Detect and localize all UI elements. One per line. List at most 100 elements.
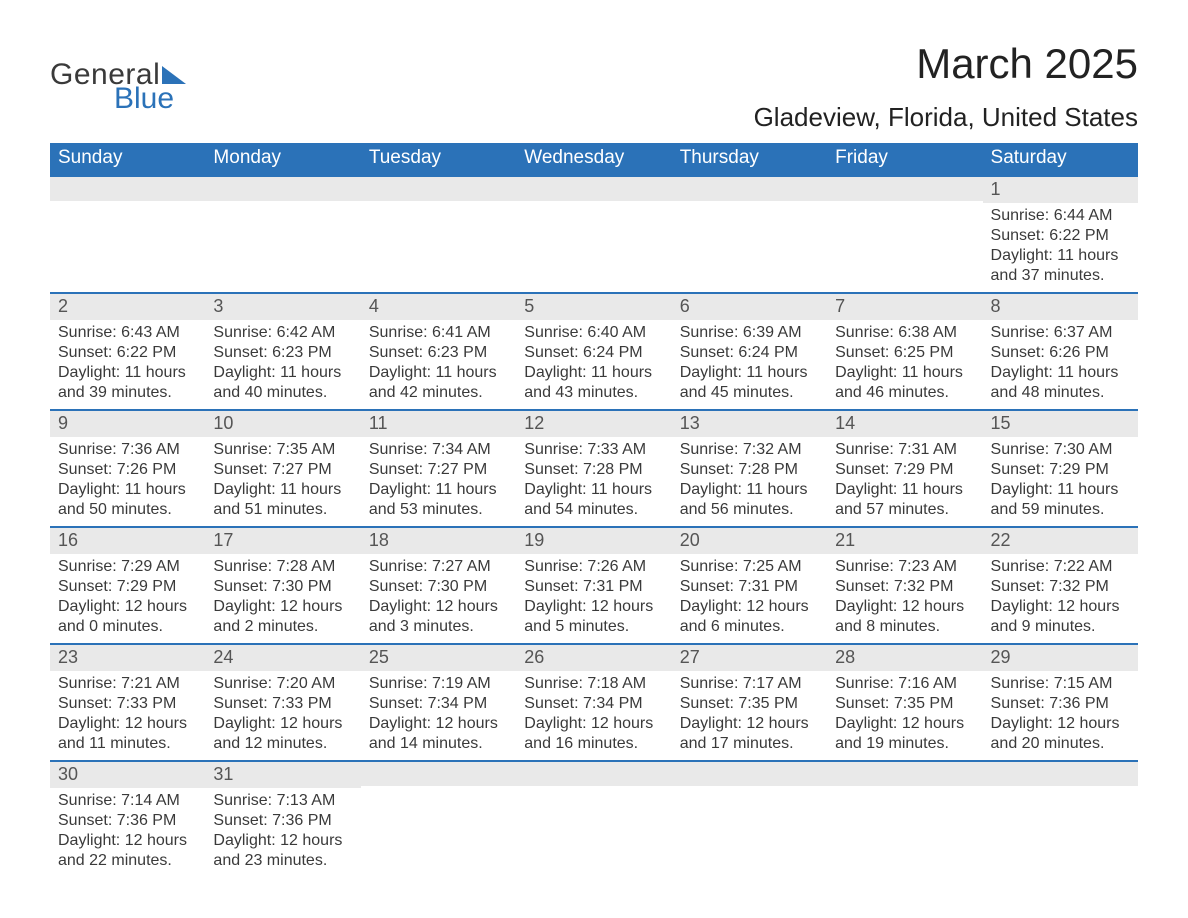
- day-number: 2: [50, 294, 205, 320]
- day-number: [50, 177, 205, 201]
- sunrise-line: Sunrise: 7:19 AM: [369, 674, 508, 694]
- day-body: [205, 201, 360, 261]
- sunset-line-value: 7:29 PM: [894, 461, 954, 478]
- day-body: [50, 201, 205, 261]
- sunrise-line: Sunrise: 6:40 AM: [524, 323, 663, 343]
- sunset-line-value: 7:30 PM: [428, 578, 488, 595]
- sunrise-line-label: Sunrise:: [524, 324, 583, 341]
- brand-word-2: Blue: [114, 84, 186, 114]
- day-body: Sunrise: 6:38 AMSunset: 6:25 PMDaylight:…: [827, 320, 982, 409]
- sunset-line: Sunset: 7:31 PM: [680, 577, 819, 597]
- sunrise-line-label: Sunrise:: [369, 558, 428, 575]
- sunset-line-label: Sunset:: [524, 461, 578, 478]
- sunset-line: Sunset: 7:36 PM: [213, 811, 352, 831]
- calendar-empty-cell: [983, 761, 1138, 877]
- sunrise-line: Sunrise: 7:13 AM: [213, 791, 352, 811]
- day-number: 21: [827, 528, 982, 554]
- day-number: 5: [516, 294, 671, 320]
- weekday-header-row: SundayMondayTuesdayWednesdayThursdayFrid…: [50, 143, 1138, 176]
- sunrise-line-value: 7:35 AM: [277, 441, 336, 458]
- day-body: [516, 201, 671, 261]
- calendar-body: 1Sunrise: 6:44 AMSunset: 6:22 PMDaylight…: [50, 176, 1138, 877]
- day-body: [361, 786, 516, 846]
- day-body: Sunrise: 6:40 AMSunset: 6:24 PMDaylight:…: [516, 320, 671, 409]
- sunrise-line-label: Sunrise:: [835, 441, 894, 458]
- sunset-line-label: Sunset:: [369, 578, 423, 595]
- weekday-header: Friday: [827, 143, 982, 176]
- sunset-line: Sunset: 7:34 PM: [524, 694, 663, 714]
- sunrise-line-label: Sunrise:: [835, 558, 894, 575]
- sunrise-line-label: Sunrise:: [680, 558, 739, 575]
- daylight-line-label: Daylight:: [991, 715, 1053, 732]
- calendar-empty-cell: [516, 176, 671, 293]
- day-number: 29: [983, 645, 1138, 671]
- sunrise-line-label: Sunrise:: [58, 792, 117, 809]
- sunrise-line-value: 7:33 AM: [587, 441, 646, 458]
- day-number: 12: [516, 411, 671, 437]
- daylight-line-label: Daylight:: [524, 481, 586, 498]
- sunset-line-label: Sunset:: [524, 578, 578, 595]
- sunset-line-label: Sunset:: [835, 695, 889, 712]
- sunset-line-label: Sunset:: [835, 344, 889, 361]
- sunset-line-label: Sunset:: [213, 344, 267, 361]
- day-body: Sunrise: 7:28 AMSunset: 7:30 PMDaylight:…: [205, 554, 360, 643]
- daylight-line: Daylight: 12 hours and 8 minutes.: [835, 597, 974, 637]
- daylight-line: Daylight: 12 hours and 16 minutes.: [524, 714, 663, 754]
- calendar-day-cell: 2Sunrise: 6:43 AMSunset: 6:22 PMDaylight…: [50, 293, 205, 410]
- daylight-line: Daylight: 12 hours and 3 minutes.: [369, 597, 508, 637]
- calendar-empty-cell: [516, 761, 671, 877]
- sunrise-line-label: Sunrise:: [835, 324, 894, 341]
- day-number: 17: [205, 528, 360, 554]
- daylight-line: Daylight: 12 hours and 17 minutes.: [680, 714, 819, 754]
- calendar-day-cell: 16Sunrise: 7:29 AMSunset: 7:29 PMDayligh…: [50, 527, 205, 644]
- sunrise-line-value: 7:16 AM: [898, 675, 957, 692]
- sunrise-line-value: 6:37 AM: [1054, 324, 1113, 341]
- weekday-header: Thursday: [672, 143, 827, 176]
- sunrise-line-value: 7:29 AM: [121, 558, 180, 575]
- sunrise-line-label: Sunrise:: [213, 441, 272, 458]
- sunset-line-value: 6:23 PM: [272, 344, 332, 361]
- sunrise-line: Sunrise: 7:35 AM: [213, 440, 352, 460]
- sunset-line: Sunset: 7:27 PM: [369, 460, 508, 480]
- calendar-empty-cell: [205, 176, 360, 293]
- daylight-line: Daylight: 12 hours and 11 minutes.: [58, 714, 197, 754]
- weekday-header: Tuesday: [361, 143, 516, 176]
- daylight-line-label: Daylight:: [524, 364, 586, 381]
- daylight-line: Daylight: 12 hours and 19 minutes.: [835, 714, 974, 754]
- daylight-line: Daylight: 12 hours and 20 minutes.: [991, 714, 1130, 754]
- sunset-line-value: 7:36 PM: [272, 812, 332, 829]
- daylight-line-label: Daylight:: [991, 247, 1053, 264]
- day-body: [672, 201, 827, 261]
- day-body: Sunrise: 7:18 AMSunset: 7:34 PMDaylight:…: [516, 671, 671, 760]
- sunset-line: Sunset: 7:26 PM: [58, 460, 197, 480]
- calendar-day-cell: 5Sunrise: 6:40 AMSunset: 6:24 PMDaylight…: [516, 293, 671, 410]
- sunrise-line-label: Sunrise:: [680, 324, 739, 341]
- day-number: [361, 177, 516, 201]
- daylight-line-label: Daylight:: [991, 481, 1053, 498]
- sunrise-line-value: 7:18 AM: [587, 675, 646, 692]
- calendar-day-cell: 1Sunrise: 6:44 AMSunset: 6:22 PMDaylight…: [983, 176, 1138, 293]
- sunrise-line: Sunrise: 6:42 AM: [213, 323, 352, 343]
- daylight-line-label: Daylight:: [680, 715, 742, 732]
- sunset-line-label: Sunset:: [680, 344, 734, 361]
- day-body: Sunrise: 7:27 AMSunset: 7:30 PMDaylight:…: [361, 554, 516, 643]
- calendar-day-cell: 31Sunrise: 7:13 AMSunset: 7:36 PMDayligh…: [205, 761, 360, 877]
- sunrise-line: Sunrise: 7:18 AM: [524, 674, 663, 694]
- day-number: 30: [50, 762, 205, 788]
- sunrise-line-label: Sunrise:: [524, 675, 583, 692]
- sunrise-line-label: Sunrise:: [991, 558, 1050, 575]
- sunset-line-value: 7:31 PM: [738, 578, 798, 595]
- day-number: 10: [205, 411, 360, 437]
- daylight-line: Daylight: 11 hours and 50 minutes.: [58, 480, 197, 520]
- calendar-empty-cell: [361, 176, 516, 293]
- calendar-day-cell: 3Sunrise: 6:42 AMSunset: 6:23 PMDaylight…: [205, 293, 360, 410]
- calendar-empty-cell: [361, 761, 516, 877]
- sunset-line: Sunset: 6:24 PM: [680, 343, 819, 363]
- sunset-line-value: 7:33 PM: [117, 695, 177, 712]
- day-body: [516, 786, 671, 846]
- daylight-line-label: Daylight:: [835, 598, 897, 615]
- sunset-line-label: Sunset:: [680, 461, 734, 478]
- day-body: Sunrise: 7:22 AMSunset: 7:32 PMDaylight:…: [983, 554, 1138, 643]
- sunrise-line-label: Sunrise:: [680, 441, 739, 458]
- daylight-line-label: Daylight:: [213, 832, 275, 849]
